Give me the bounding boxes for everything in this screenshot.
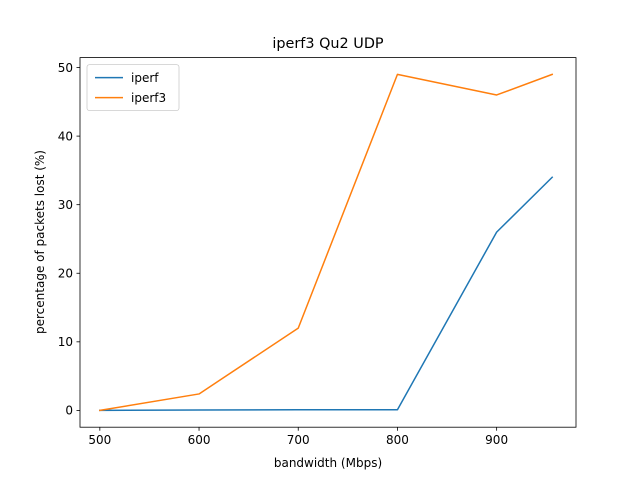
y-tick-label: 50 <box>58 61 73 75</box>
x-tick-label: 900 <box>485 433 508 447</box>
series-line-iperf3 <box>98 73 554 412</box>
plot-frame <box>79 57 577 428</box>
y-tick-label: 40 <box>58 129 73 143</box>
legend: iperf iperf3 <box>86 64 180 111</box>
y-tick-label: 10 <box>58 335 73 349</box>
y-tick-label: 30 <box>58 198 73 212</box>
y-axis-title: percentage of packets lost (%) <box>33 150 47 334</box>
legend-box <box>86 64 180 111</box>
legend-label-iperf3: iperf3 <box>131 91 166 105</box>
legend-label-iperf: iperf <box>131 71 159 85</box>
chart-title: iperf3 Qu2 UDP <box>272 36 383 52</box>
y-tick-label: 20 <box>58 267 73 281</box>
x-tick-label: 600 <box>188 433 211 447</box>
x-tick-label: 800 <box>386 433 409 447</box>
y-tick-label: 0 <box>65 404 73 418</box>
x-tick-label: 500 <box>88 433 111 447</box>
plot-area: 500 600 700 800 900 0 10 20 30 40 50 iperf iperf3 <box>58 57 577 447</box>
x-tick-label: 700 <box>287 433 310 447</box>
series-line-iperf <box>99 176 554 412</box>
x-axis-title: bandwidth (Mbps) <box>274 456 382 470</box>
